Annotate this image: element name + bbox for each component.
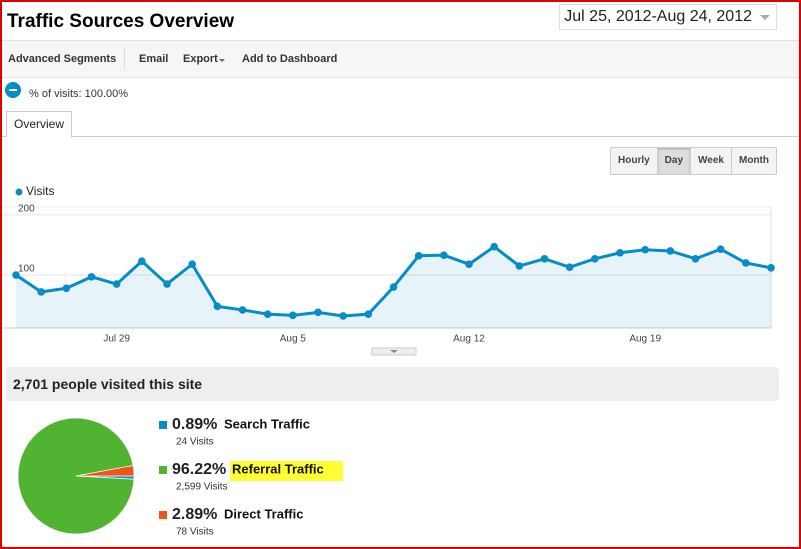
point <box>339 312 347 320</box>
legend-label: Visits <box>26 184 54 198</box>
granularity-buttons: Hourly Day Week Month <box>610 147 777 175</box>
point <box>465 260 473 268</box>
point <box>414 251 423 260</box>
granularity-button[interactable]: Hourly <box>611 148 657 174</box>
toolbar: Advanced Segments Email Export Add to Da… <box>2 40 799 78</box>
point <box>591 254 599 263</box>
legend-label: Search Traffic <box>224 416 310 431</box>
point <box>188 260 196 268</box>
date-range[interactable]: Jul 25, 2012-Aug 24, 2012 <box>559 4 777 30</box>
point <box>565 263 574 271</box>
point <box>263 310 272 318</box>
value-label: 2.89% <box>172 506 217 523</box>
point <box>163 280 171 288</box>
date-start: Jul 25, 2012 <box>564 8 652 25</box>
point <box>540 254 549 263</box>
legend-swatch <box>159 511 167 519</box>
summary-bar: 2,701 people visited this site <box>6 367 779 401</box>
sublabel: 78 Visits <box>176 527 214 538</box>
point <box>213 302 222 311</box>
point <box>289 311 297 320</box>
page-title: Traffic Sources Overview <box>7 11 235 32</box>
point <box>616 248 624 257</box>
value-label: 0.89% <box>172 416 217 433</box>
point <box>515 262 524 270</box>
sublabel: 24 Visits <box>176 437 214 448</box>
toolbar-button[interactable]: Email <box>139 53 169 65</box>
toolbar-button[interactable]: Advanced Segments <box>8 53 117 65</box>
point <box>691 254 700 263</box>
x-tick-label: Jul 29 <box>103 334 130 345</box>
point <box>666 247 675 255</box>
granularity-button[interactable]: Month <box>730 148 776 174</box>
y-tick-label: 100 <box>18 264 35 275</box>
segment-icon <box>5 82 21 98</box>
point <box>364 310 373 318</box>
point <box>138 257 146 265</box>
point <box>238 306 247 314</box>
legend-marker <box>15 188 23 196</box>
y-tick-label: 200 <box>18 203 35 214</box>
separator <box>124 48 125 70</box>
point <box>490 242 498 251</box>
point <box>440 251 448 259</box>
point <box>12 271 20 279</box>
date-separator: - <box>651 8 657 25</box>
granularity-button[interactable]: Day <box>656 148 691 174</box>
point <box>37 288 45 296</box>
pie-slice <box>75 465 135 477</box>
tab-line <box>2 136 799 137</box>
segment-label: % of visits: 100.00% <box>29 88 129 100</box>
legend-swatch <box>159 466 167 474</box>
point <box>716 245 725 253</box>
x-tick-label: Aug 19 <box>629 334 661 345</box>
point <box>62 284 71 293</box>
point <box>389 283 398 291</box>
granularity-button[interactable]: Week <box>690 148 731 174</box>
dropdown-arrow <box>219 59 225 65</box>
sublabel: 2,599 Visits <box>176 482 228 493</box>
point <box>87 273 96 281</box>
legend-swatch <box>159 421 167 429</box>
value-label: 96.22% <box>172 461 226 478</box>
tab[interactable]: Overview <box>6 111 73 138</box>
x-tick-label: Aug 5 <box>280 334 307 345</box>
toolbar-button[interactable]: Add to Dashboard <box>242 53 338 65</box>
summary-text: 2,701 people visited this site <box>13 376 203 392</box>
point <box>767 264 775 272</box>
point <box>742 259 750 267</box>
x-tick-label: Aug 12 <box>453 334 485 345</box>
point <box>112 280 121 288</box>
legend-label: Direct Traffic <box>224 506 303 521</box>
point <box>641 245 649 254</box>
handle-arrow <box>390 350 398 353</box>
toolbar-button[interactable]: Export <box>183 53 218 65</box>
date-end: Aug 24, 2012 <box>656 8 752 25</box>
point <box>314 308 322 317</box>
highlight <box>230 461 343 481</box>
legend-label: Referral Traffic <box>232 461 324 476</box>
